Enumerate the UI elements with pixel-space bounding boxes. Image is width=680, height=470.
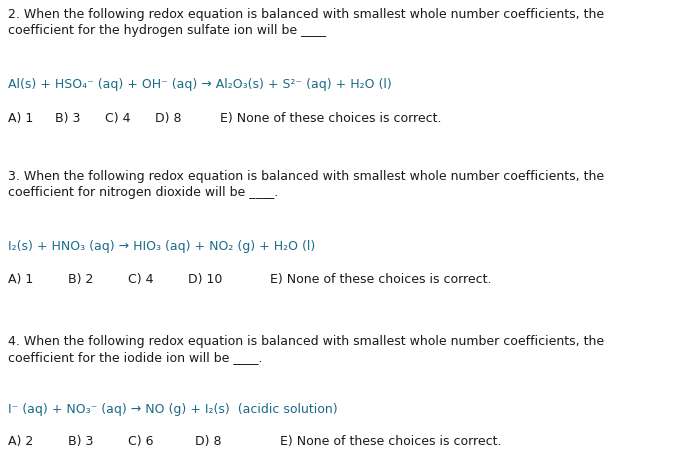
Text: C) 6: C) 6: [128, 435, 154, 448]
Text: A) 1: A) 1: [8, 273, 33, 286]
Text: 2. When the following redox equation is balanced with smallest whole number coef: 2. When the following redox equation is …: [8, 8, 604, 21]
Text: coefficient for the iodide ion will be ____.: coefficient for the iodide ion will be _…: [8, 351, 262, 364]
Text: E) None of these choices is correct.: E) None of these choices is correct.: [220, 112, 441, 125]
Text: I⁻ (aq) + NO₃⁻ (aq) → NO (g) + I₂(s)  (acidic solution): I⁻ (aq) + NO₃⁻ (aq) → NO (g) + I₂(s) (ac…: [8, 403, 338, 416]
Text: I₂(s) + HNO₃ (aq) → HIO₃ (aq) + NO₂ (g) + H₂O (l): I₂(s) + HNO₃ (aq) → HIO₃ (aq) + NO₂ (g) …: [8, 240, 316, 253]
Text: B) 3: B) 3: [68, 435, 93, 448]
Text: coefficient for nitrogen dioxide will be ____.: coefficient for nitrogen dioxide will be…: [8, 186, 278, 199]
Text: D) 10: D) 10: [188, 273, 222, 286]
Text: C) 4: C) 4: [105, 112, 131, 125]
Text: A) 2: A) 2: [8, 435, 33, 448]
Text: E) None of these choices is correct.: E) None of these choices is correct.: [280, 435, 502, 448]
Text: C) 4: C) 4: [128, 273, 154, 286]
Text: E) None of these choices is correct.: E) None of these choices is correct.: [270, 273, 492, 286]
Text: 4. When the following redox equation is balanced with smallest whole number coef: 4. When the following redox equation is …: [8, 335, 604, 348]
Text: coefficient for the hydrogen sulfate ion will be ____: coefficient for the hydrogen sulfate ion…: [8, 24, 326, 37]
Text: B) 2: B) 2: [68, 273, 93, 286]
Text: Al(s) + HSO₄⁻ (aq) + OH⁻ (aq) → Al₂O₃(s) + S²⁻ (aq) + H₂O (l): Al(s) + HSO₄⁻ (aq) + OH⁻ (aq) → Al₂O₃(s)…: [8, 78, 392, 91]
Text: 3. When the following redox equation is balanced with smallest whole number coef: 3. When the following redox equation is …: [8, 170, 604, 183]
Text: D) 8: D) 8: [195, 435, 222, 448]
Text: A) 1: A) 1: [8, 112, 33, 125]
Text: D) 8: D) 8: [155, 112, 182, 125]
Text: B) 3: B) 3: [55, 112, 80, 125]
